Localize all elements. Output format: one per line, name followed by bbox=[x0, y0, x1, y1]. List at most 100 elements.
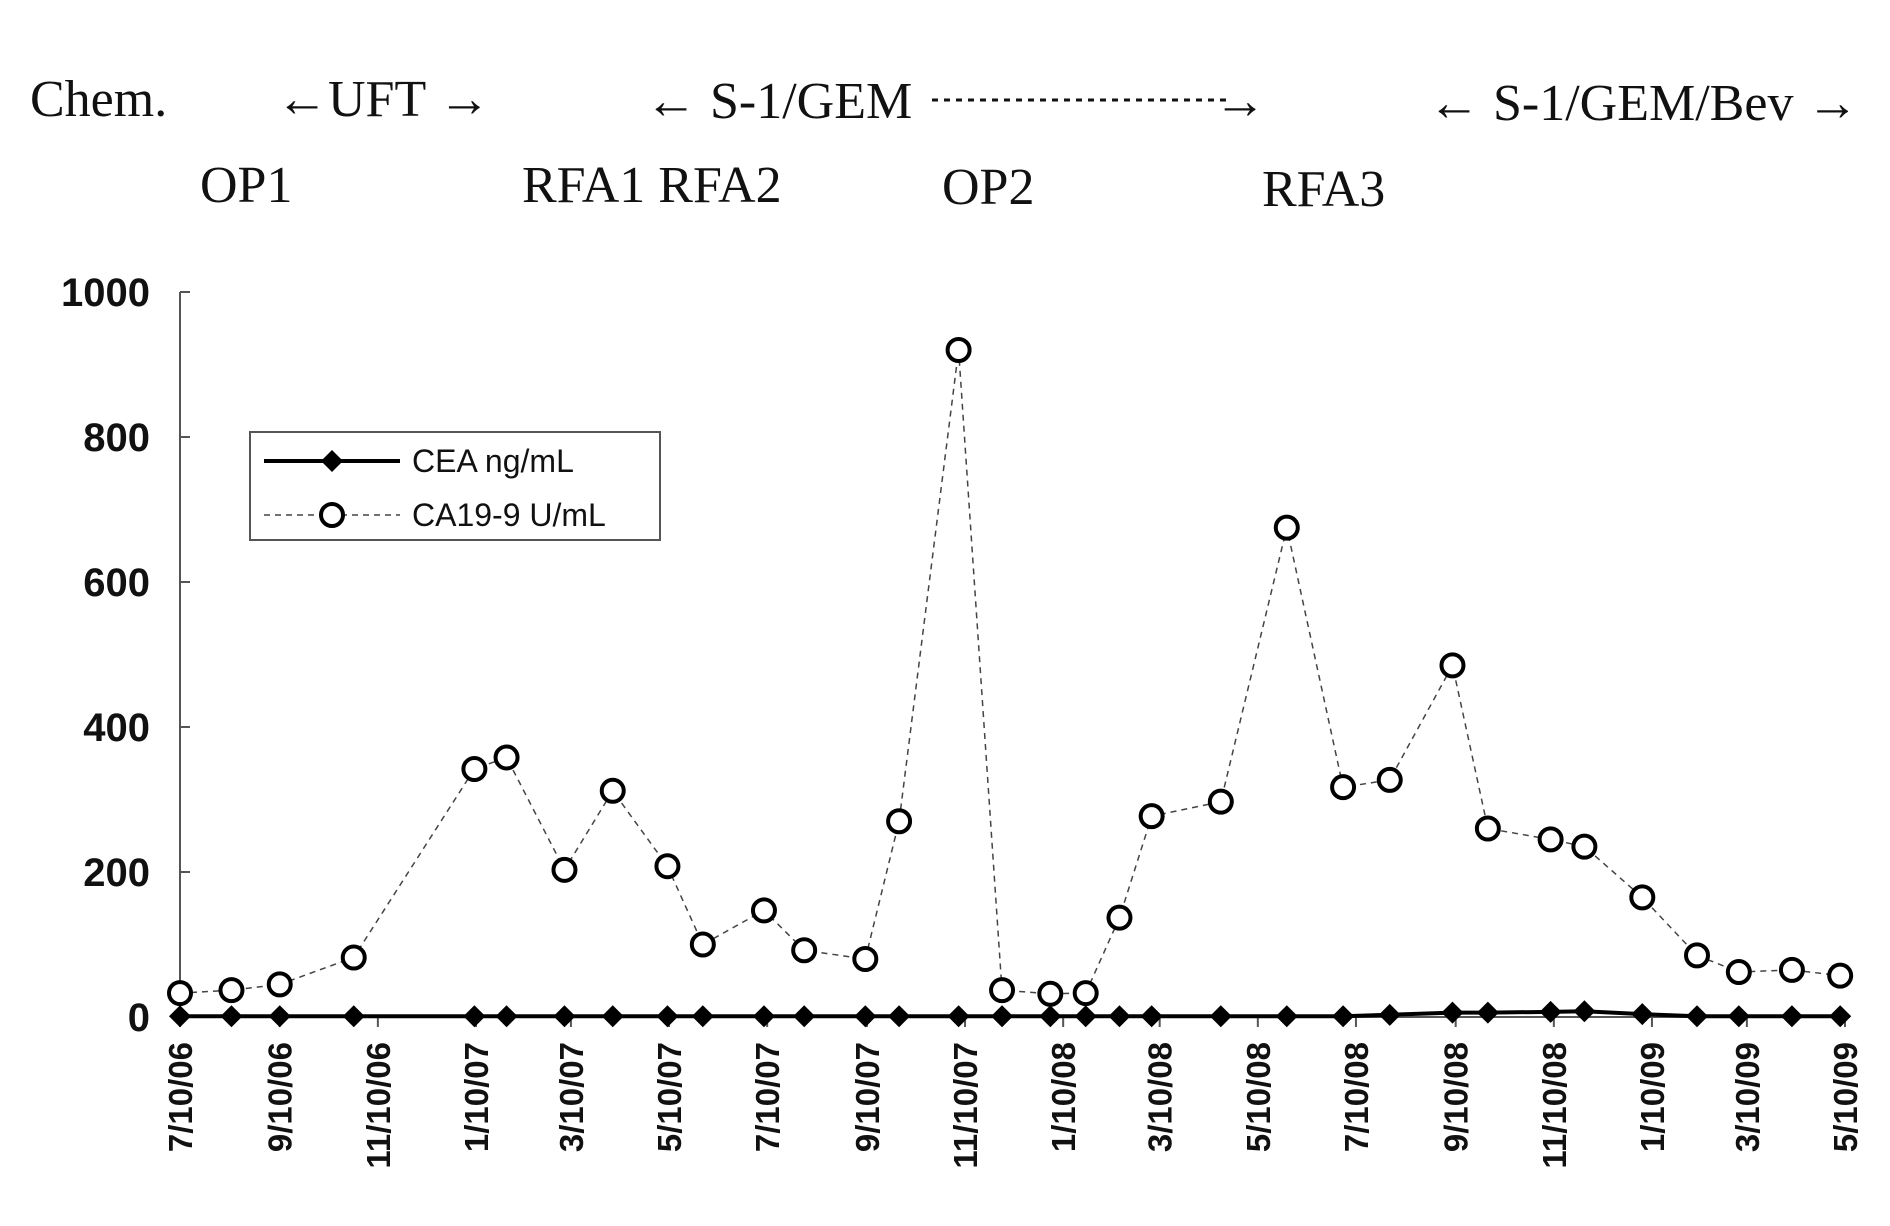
ca199-point bbox=[493, 744, 520, 771]
cea-point bbox=[1780, 1005, 1803, 1028]
cea-point bbox=[1332, 1005, 1355, 1028]
cea-point bbox=[888, 1005, 911, 1028]
ca199-point bbox=[886, 808, 913, 835]
ca199-point bbox=[1376, 766, 1403, 793]
cea-point bbox=[1441, 1001, 1464, 1024]
x-tick-label: 7/10/07 bbox=[749, 1042, 786, 1152]
x-tick-label: 11/10/07 bbox=[947, 1042, 984, 1169]
ca199-point bbox=[1629, 884, 1656, 911]
ca199-point bbox=[461, 756, 488, 783]
y-tick-label: 800 bbox=[83, 416, 150, 460]
ca199-point bbox=[654, 853, 681, 880]
ca199-point bbox=[791, 937, 818, 964]
x-tick-label: 3/10/08 bbox=[1142, 1042, 1179, 1152]
ca199-point bbox=[266, 971, 293, 998]
cea-point bbox=[1727, 1005, 1750, 1028]
ca199-point bbox=[945, 337, 972, 363]
legend-cea-label: CEA ng/mL bbox=[412, 443, 574, 479]
treatment-annotations: Chem. ←UFT → ← S-1/GEM → ← S-1/GEM/Bev →… bbox=[30, 71, 1858, 218]
series-layer bbox=[167, 337, 1854, 1028]
cea-point bbox=[220, 1005, 243, 1028]
cea-point bbox=[1140, 1005, 1163, 1028]
ca199-point bbox=[1684, 942, 1710, 969]
ca199-point bbox=[989, 977, 1016, 1004]
cea-point bbox=[1539, 1000, 1562, 1023]
ca199-point bbox=[551, 856, 578, 883]
cea-point bbox=[793, 1005, 816, 1028]
ca199-point bbox=[1207, 788, 1234, 815]
legend-ca199-label: CA19-9 U/mL bbox=[412, 497, 606, 533]
ca199-point bbox=[750, 897, 777, 924]
ca199-point bbox=[1037, 980, 1064, 1007]
cea-point bbox=[601, 1005, 624, 1028]
ca199-point bbox=[1138, 803, 1165, 830]
ca199-point bbox=[1537, 826, 1564, 853]
y-tick-label: 1000 bbox=[61, 271, 150, 315]
legend-box bbox=[249, 431, 661, 541]
cea-point bbox=[1631, 1003, 1654, 1026]
x-tick-label: 5/10/08 bbox=[1240, 1042, 1277, 1152]
ca199-point bbox=[218, 977, 245, 1004]
ca199-point bbox=[1330, 774, 1357, 801]
cea-point bbox=[752, 1005, 775, 1028]
cea-point bbox=[342, 1005, 365, 1028]
legend-cea-marker bbox=[321, 450, 343, 472]
x-ticks: 7/10/06 9/10/06 11/10/06 1/10/07 3/10/07 5/10… bbox=[162, 1017, 1864, 1169]
cea-point bbox=[1209, 1005, 1232, 1028]
cea-point bbox=[1829, 1005, 1852, 1028]
x-tick-label: 11/10/08 bbox=[1536, 1042, 1573, 1169]
s1-gem-end-arrow: → bbox=[1214, 73, 1266, 130]
x-tick-label: 5/10/09 bbox=[1827, 1042, 1864, 1152]
legend-ca199-marker bbox=[319, 502, 345, 528]
cea-point bbox=[1108, 1005, 1131, 1028]
ca199-point bbox=[852, 946, 879, 972]
cea-point bbox=[463, 1005, 486, 1028]
cea-point bbox=[1378, 1003, 1401, 1026]
cea-point bbox=[1275, 1005, 1298, 1028]
cea-point bbox=[656, 1005, 679, 1028]
x-tick-label: 7/10/06 bbox=[162, 1042, 199, 1152]
cea-point bbox=[268, 1005, 291, 1028]
x-tick-label: 11/10/06 bbox=[360, 1042, 397, 1169]
ca199-point bbox=[1571, 833, 1598, 860]
cea-point bbox=[169, 1005, 191, 1028]
ca199-point bbox=[1474, 815, 1501, 842]
x-tick-label: 5/10/07 bbox=[651, 1042, 688, 1152]
y-tick-label: 600 bbox=[83, 561, 150, 605]
ca199-point bbox=[167, 980, 193, 1007]
x-tick-label: 7/10/08 bbox=[1338, 1042, 1375, 1152]
ca199-point bbox=[689, 931, 716, 958]
cea-point bbox=[691, 1005, 714, 1028]
legend: CEA ng/mL CA19-9 U/mL bbox=[249, 431, 661, 541]
cea-point bbox=[1074, 1005, 1097, 1028]
x-tick-label: 3/10/09 bbox=[1729, 1042, 1766, 1152]
uft-period: ←UFT → bbox=[276, 71, 490, 128]
ca199-point bbox=[1273, 514, 1300, 541]
ca199-point bbox=[1106, 904, 1133, 931]
ca199-point bbox=[340, 944, 367, 971]
cea-point bbox=[1686, 1005, 1708, 1028]
cea-point bbox=[1573, 1000, 1596, 1023]
cea-point bbox=[1039, 1005, 1062, 1028]
cea-point bbox=[854, 1005, 877, 1028]
x-tick-label: 1/10/08 bbox=[1045, 1042, 1082, 1152]
ca199-point bbox=[1072, 980, 1099, 1007]
op2-label: OP2 bbox=[942, 159, 1034, 216]
ca199-point bbox=[1827, 962, 1854, 989]
y-tick-label: 200 bbox=[83, 851, 150, 895]
rfa3-label: RFA3 bbox=[1262, 161, 1385, 218]
x-tick-label: 3/10/07 bbox=[553, 1042, 590, 1152]
y-ticks: 0 200 400 600 800 1000 bbox=[61, 271, 190, 1040]
chem-label: Chem. bbox=[30, 71, 167, 128]
cea-point bbox=[495, 1005, 518, 1028]
cea-point bbox=[553, 1005, 576, 1028]
cea-point bbox=[991, 1005, 1014, 1028]
x-tick-label: 9/10/06 bbox=[262, 1042, 299, 1152]
ca199-point bbox=[599, 777, 626, 804]
x-tick-label: 1/10/09 bbox=[1634, 1042, 1671, 1152]
s1-gem-period: ← S-1/GEM bbox=[645, 73, 912, 130]
ca199-point bbox=[1725, 959, 1752, 986]
cea-point bbox=[947, 1005, 970, 1028]
